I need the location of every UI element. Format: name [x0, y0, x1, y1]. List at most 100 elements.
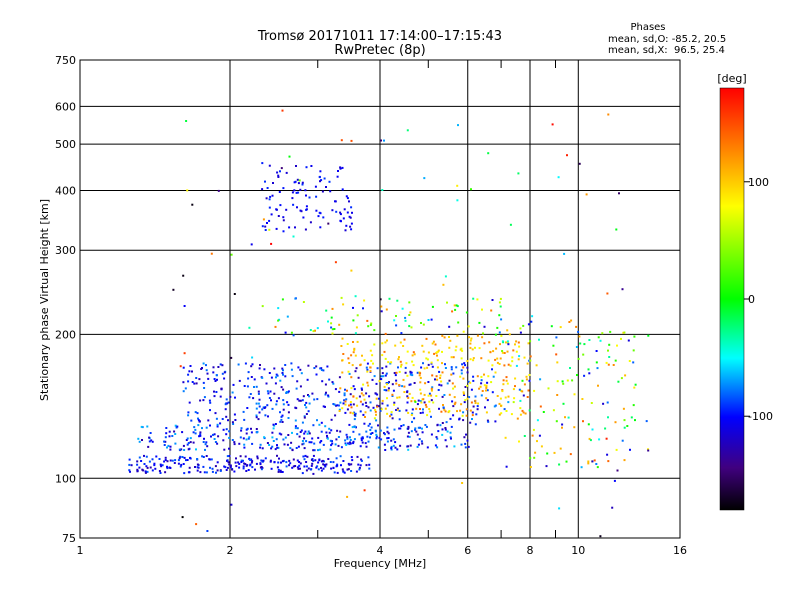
data-point [297, 366, 300, 369]
data-point [647, 334, 650, 337]
data-point [405, 362, 408, 365]
data-point [268, 444, 271, 446]
data-point [356, 455, 359, 458]
data-point [280, 433, 283, 436]
chart-subtitle: RwPretec (8p) [334, 43, 425, 58]
data-point [256, 455, 259, 458]
data-point [355, 470, 358, 473]
data-point [387, 382, 389, 384]
data-point [478, 387, 481, 390]
data-point [458, 418, 461, 421]
data-point [216, 469, 219, 472]
data-point [358, 433, 361, 436]
data-point [339, 401, 342, 404]
data-point [632, 404, 635, 407]
data-point [317, 449, 319, 452]
data-point [595, 463, 598, 465]
data-point [140, 460, 143, 462]
data-point [250, 458, 253, 461]
data-point [309, 221, 312, 224]
data-point [369, 401, 372, 404]
data-point [448, 379, 451, 382]
data-point [187, 380, 190, 383]
data-point [427, 381, 430, 383]
data-point [284, 436, 287, 439]
data-point [154, 467, 157, 470]
data-point [354, 354, 357, 357]
data-point [238, 442, 241, 445]
data-point [269, 460, 272, 463]
data-point [386, 430, 389, 433]
data-point [606, 401, 609, 404]
data-point [261, 305, 264, 308]
data-point [418, 426, 421, 429]
data-point [368, 463, 371, 466]
data-point [390, 447, 393, 450]
data-point [330, 326, 333, 329]
data-point [505, 376, 508, 379]
data-point [503, 364, 506, 367]
data-point [315, 466, 318, 469]
data-point [247, 371, 250, 374]
data-point [533, 456, 536, 459]
data-point [394, 446, 397, 449]
data-point [632, 349, 635, 352]
data-point [314, 185, 317, 188]
data-point [417, 443, 420, 446]
data-point [277, 468, 280, 471]
data-point [506, 340, 509, 343]
data-point [168, 435, 171, 438]
data-point [477, 402, 480, 405]
data-point [618, 192, 620, 195]
data-point [525, 378, 528, 381]
data-point [287, 411, 290, 414]
data-point [416, 403, 419, 406]
data-point [268, 164, 271, 167]
data-point [331, 307, 334, 310]
data-point [306, 455, 309, 458]
data-point [459, 375, 462, 378]
data-point [294, 425, 297, 428]
data-point [281, 298, 284, 301]
data-point [349, 403, 352, 406]
data-point [500, 318, 503, 321]
data-point [334, 414, 337, 417]
data-point [383, 139, 385, 142]
data-point [577, 330, 580, 333]
data-point [360, 437, 363, 440]
data-point [507, 363, 510, 366]
data-point [480, 382, 483, 385]
data-point [320, 421, 323, 424]
data-point [341, 371, 344, 374]
data-point [277, 461, 280, 464]
data-point [304, 430, 307, 433]
data-point [160, 465, 163, 468]
data-point [326, 434, 328, 437]
data-point [474, 399, 477, 402]
data-point [633, 386, 636, 389]
data-point [378, 380, 381, 383]
data-point [169, 445, 172, 448]
data-point [345, 224, 348, 227]
data-point [299, 431, 302, 433]
data-point [512, 388, 515, 391]
data-point [608, 343, 611, 346]
data-point [469, 421, 472, 424]
data-point [416, 445, 419, 448]
data-point [546, 452, 549, 455]
data-point [327, 222, 330, 225]
data-point [310, 458, 313, 461]
data-point [422, 408, 424, 411]
data-point [261, 408, 264, 411]
data-point [253, 386, 255, 388]
data-point [352, 395, 355, 398]
data-point [159, 463, 162, 466]
data-point [518, 345, 521, 348]
data-point [173, 462, 176, 464]
data-point [224, 466, 227, 469]
data-point [528, 379, 531, 382]
data-point [380, 408, 383, 411]
data-point [214, 380, 217, 382]
data-point [359, 445, 362, 448]
data-point [277, 319, 280, 322]
